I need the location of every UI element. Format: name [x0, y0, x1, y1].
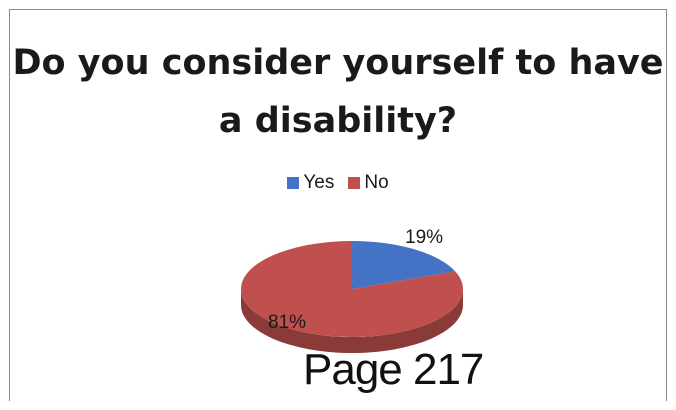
data-label-yes: 19%: [405, 227, 443, 248]
data-label-no: 81%: [268, 312, 306, 333]
page-number-stamp: Page 217: [303, 345, 483, 395]
